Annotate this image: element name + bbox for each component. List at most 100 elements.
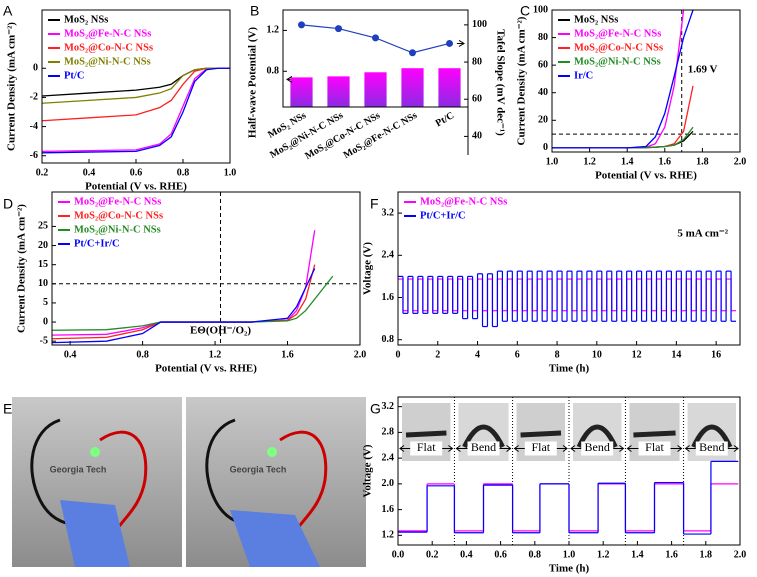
- line-series: [52, 268, 316, 344]
- x-axis-label: Time (h): [549, 563, 590, 575]
- y-tick-label: 40: [538, 87, 548, 98]
- y-tick-label: -4: [30, 121, 38, 132]
- point: [335, 25, 342, 33]
- legend-label: Pt/C: [64, 70, 84, 81]
- glove: [230, 510, 320, 567]
- bar: [401, 68, 424, 107]
- y-tick-label: 2.4: [382, 250, 395, 261]
- y-axis-label: Voltage (V): [362, 444, 374, 497]
- point: [409, 49, 416, 57]
- label-bg: [695, 441, 728, 456]
- plot-frame: [41, 9, 231, 164]
- label-bg: [524, 441, 557, 456]
- legend-label: MoS₂@Co-N-C NSs: [74, 210, 163, 221]
- x-tick-label: 12: [632, 349, 642, 360]
- x-tick-label: 1.0: [563, 549, 576, 560]
- y2-tick-label: 40: [472, 131, 482, 142]
- y-tick-label: 0.8: [382, 334, 395, 345]
- panel-label: A: [3, 3, 13, 19]
- legend-label: Pt/C+Ir/C: [420, 210, 466, 221]
- device: [462, 424, 505, 449]
- segment-label: Flat: [531, 440, 550, 454]
- x-tick-label: 0.0: [392, 549, 405, 560]
- y-tick-label: 2.0: [382, 478, 395, 489]
- bar: [290, 77, 313, 107]
- photo-panel: E Georgia Tech Georgia Tech: [3, 397, 366, 567]
- segment-label: Bend: [585, 440, 610, 454]
- y-tick-label: 1.2: [382, 530, 395, 541]
- y-tick-label: 25: [38, 221, 48, 232]
- wire: [99, 430, 148, 541]
- y-axis-label: Current Density (mA cm⁻²): [16, 204, 28, 333]
- x-tick-label: 0.8: [136, 349, 149, 360]
- x-tick-label: 1.2: [583, 156, 596, 167]
- line-series: [42, 67, 230, 104]
- x-tick-label: 0.2: [426, 549, 439, 560]
- arrow: [456, 40, 465, 47]
- bar: [327, 76, 350, 107]
- x-tick-label: 1.6: [281, 349, 294, 360]
- y-tick-label: 3.2: [382, 401, 395, 412]
- y-tick-label: 20: [38, 240, 48, 251]
- plot-frame: [397, 191, 741, 346]
- y2-tick-label: 100: [472, 19, 487, 30]
- legend-label: MoS₂@Co-N-C NSs: [574, 42, 663, 53]
- segment-label: Flat: [645, 440, 664, 454]
- y-tick-label: 2.8: [382, 427, 395, 438]
- y-tick-label: 60: [538, 59, 548, 70]
- x-tick-label: 1.4: [621, 156, 634, 167]
- glove: [60, 500, 130, 567]
- x-tick-label: 2.0: [734, 156, 747, 167]
- x-tick-label: 1.8: [696, 156, 709, 167]
- y-tick-label: -6: [30, 150, 38, 161]
- bar: [364, 72, 387, 107]
- x-tick-label: 6: [515, 349, 520, 360]
- segment-label: Bend: [471, 440, 496, 454]
- x-tick-label: 10: [592, 349, 602, 360]
- device: [633, 430, 676, 438]
- photo-text: Georgia Tech: [230, 464, 287, 474]
- y-tick-label: 15: [38, 259, 48, 270]
- x-tick-label: 1.6: [665, 549, 678, 560]
- x-tick-label: Pt/C: [434, 110, 456, 129]
- x-tick-label: 0.6: [130, 167, 143, 178]
- label-bg: [638, 441, 671, 456]
- x-tick-label: 0.2: [36, 167, 49, 178]
- x-axis-label: Potential (V vs. RHE): [155, 363, 257, 375]
- y-tick-label: -5: [40, 335, 48, 346]
- legend-label: MoS₂@Co-N-C NSs: [64, 42, 153, 53]
- y-tick-label: 0: [543, 142, 548, 153]
- x-tick-label: 4: [475, 349, 480, 360]
- y-axis-label: Half-wave Potential (V): [247, 27, 259, 139]
- y-tick-label: 10: [38, 278, 48, 289]
- legend-label: MoS₂ NSs: [574, 14, 618, 25]
- y-axis-label: Current Density (mA cm⁻²): [516, 16, 528, 145]
- y-tick-label: 5: [43, 297, 48, 308]
- point: [372, 34, 379, 42]
- legend-label: Ir/C: [574, 70, 593, 81]
- legend-label: MoS₂ NSs: [64, 14, 108, 25]
- y-tick-label: 1.6: [382, 504, 395, 515]
- legend-label: Pt/C+Ir/C: [74, 238, 120, 249]
- plot-frame: [551, 9, 741, 153]
- x-tick-label: 0.4: [64, 349, 77, 360]
- photo-text: Georgia Tech: [50, 464, 107, 474]
- x-tick-label: 2.0: [354, 349, 367, 360]
- label-bg: [410, 441, 443, 456]
- panel-label: E: [3, 401, 12, 417]
- led: [90, 447, 100, 457]
- x-tick-label: 1.0: [224, 167, 237, 178]
- annotation: 1.69 V: [688, 64, 718, 76]
- device: [576, 424, 618, 449]
- y-axis-label: Voltage (V): [362, 242, 374, 295]
- line-series: [52, 275, 334, 331]
- annotation: 5 mA cm⁻²: [677, 228, 728, 240]
- label-bg: [581, 441, 614, 456]
- device: [520, 430, 562, 438]
- x-tick-label: 1.6: [659, 156, 672, 167]
- x-tick-label: 0: [396, 349, 401, 360]
- x-tick-label: 0.8: [177, 167, 190, 178]
- y-tick-label: 0.8: [267, 66, 280, 77]
- x-tick-label: 1.4: [631, 549, 644, 560]
